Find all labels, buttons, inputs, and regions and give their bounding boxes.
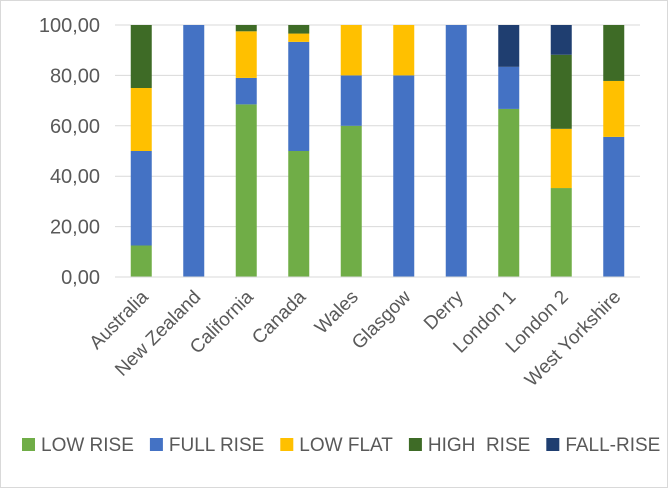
bar-segment — [393, 25, 415, 76]
bar-segment — [550, 54, 572, 129]
bar-segment — [235, 77, 257, 105]
bar-segment — [130, 151, 152, 246]
y-tick-label: 40,00 — [50, 166, 100, 188]
bar-segment — [550, 25, 572, 55]
legend: LOW RISE FULL RISE LOW FLAT HIGH RISE FALL-R… — [22, 435, 660, 456]
bar-segment — [288, 41, 310, 151]
bars — [130, 25, 625, 278]
bar-segment — [340, 75, 362, 126]
bar-segment — [498, 108, 520, 277]
legend-label: HIGH RISE — [428, 435, 530, 456]
bar-segment — [498, 66, 520, 109]
bar-segment — [235, 25, 257, 32]
bar-segment — [498, 25, 520, 67]
y-tick-label: 60,00 — [50, 116, 100, 138]
bar-segment — [340, 125, 362, 277]
y-axis-ticks: 0,00 20,00 40,00 60,00 80,00 100,00 — [39, 15, 100, 289]
legend-label: FULL RISE — [169, 435, 264, 456]
x-category-label: Wales — [311, 287, 363, 339]
legend-swatch — [22, 438, 35, 451]
x-category-label: Canada — [248, 286, 310, 348]
bar-segment — [550, 188, 572, 277]
y-tick-label: 20,00 — [50, 217, 100, 239]
y-tick-label: 80,00 — [50, 65, 100, 87]
legend-swatch — [149, 438, 163, 451]
legend-label: FALL-RISE — [565, 435, 660, 456]
x-category-label: Glasgow — [348, 286, 415, 353]
x-category-label: West Yorkshire — [521, 287, 625, 391]
bar-segment — [235, 104, 257, 277]
bar-segment — [603, 80, 625, 137]
bar-segment — [130, 25, 152, 88]
bar-segment — [183, 25, 205, 277]
bar-segment — [393, 75, 415, 278]
bar-segment — [340, 25, 362, 76]
bar-segment — [288, 25, 310, 34]
bar-segment — [445, 25, 467, 277]
bar-segment — [288, 151, 310, 277]
legend-label: LOW FLAT — [299, 435, 393, 456]
y-tick-label: 0,00 — [61, 267, 100, 289]
legend-swatch — [280, 438, 294, 451]
bar-segment — [130, 245, 152, 277]
bar-segment — [550, 128, 572, 189]
bar-segment — [288, 33, 310, 42]
legend-swatch — [408, 438, 422, 451]
y-tick-label: 100,00 — [39, 15, 100, 37]
bar-segment — [603, 25, 625, 81]
bar-segment — [130, 88, 152, 151]
bar-segment — [603, 136, 625, 277]
x-category-label: Derry — [420, 286, 468, 334]
legend-swatch — [546, 438, 560, 451]
legend-label: LOW RISE — [41, 435, 134, 456]
bar-segment — [235, 31, 257, 78]
